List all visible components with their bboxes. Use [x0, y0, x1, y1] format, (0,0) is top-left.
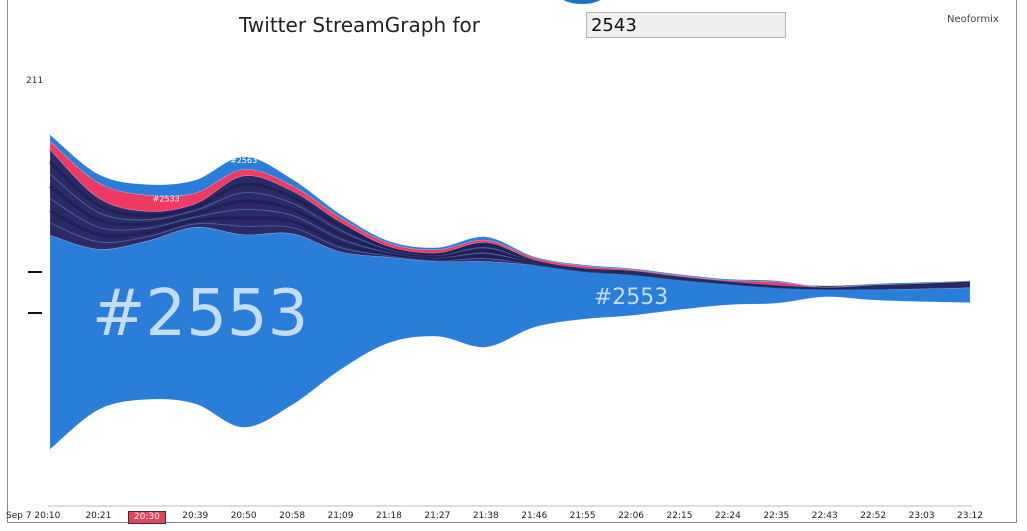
page-title: Twitter StreamGraph for [239, 13, 480, 37]
stream-tag-2563[interactable] [49, 134, 971, 288]
x-tick-label[interactable]: Sep 7 20:10 [6, 511, 61, 521]
y-max-label: 211 [26, 76, 44, 86]
x-tick-label[interactable]: 22:52 [860, 511, 887, 521]
x-tick-label[interactable]: 20:21 [85, 511, 112, 521]
y-marker-lower [28, 312, 42, 314]
x-tick-label[interactable]: 22:24 [714, 511, 741, 521]
logo-bubble [560, 0, 604, 4]
header: Twitter StreamGraph for [0, 10, 1027, 40]
x-tick-label[interactable]: 21:27 [424, 511, 451, 521]
brand-link[interactable]: Neoformix [947, 14, 999, 25]
x-tick-label[interactable]: 20:39 [182, 511, 209, 521]
stream-strand [48, 160, 971, 289]
x-tick-label[interactable]: 22:15 [666, 511, 693, 521]
stream-label: #2533 [153, 194, 180, 203]
x-tick-label[interactable]: 21:18 [375, 511, 402, 521]
x-tick-label[interactable]: 21:55 [569, 511, 596, 521]
y-marker-upper [28, 271, 42, 273]
x-tick-label[interactable]: 20:50 [230, 511, 257, 521]
stream-label: #2563 [230, 156, 257, 165]
search-input[interactable] [585, 12, 786, 38]
x-tick-label[interactable]: 21:46 [521, 511, 548, 521]
x-tick-label[interactable]: 22:35 [763, 511, 790, 521]
x-axis: Sep 7 20:10 20:21 20:30 20:39 20:50 20:58 21:0… [0, 511, 1027, 527]
x-tick-label[interactable]: 23:03 [908, 511, 935, 521]
x-tick-label[interactable]: 20:30 [127, 511, 166, 524]
stream-label: #2553 [92, 277, 309, 351]
stream-label: #2553 [594, 285, 668, 310]
chart-frame [7, 0, 1017, 523]
x-tick-label[interactable]: 21:38 [472, 511, 499, 521]
x-tick-label[interactable]: 21:09 [327, 511, 354, 521]
x-tick-label[interactable]: 22:43 [811, 511, 838, 521]
x-tick-label[interactable]: 22:06 [618, 511, 645, 521]
x-tick-label[interactable]: 20:58 [279, 511, 306, 521]
x-tick-label[interactable]: 23:12 [957, 511, 983, 521]
